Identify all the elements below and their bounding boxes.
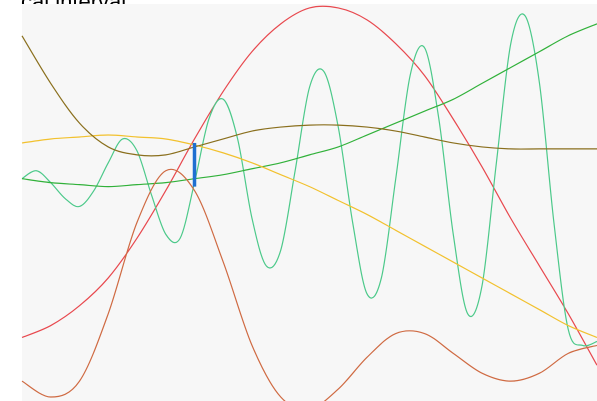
series-line-2 [21, 13, 597, 347]
series-line-3 [21, 23, 597, 188]
series-line-4 [21, 134, 597, 339]
series-line-5 [21, 35, 597, 157]
series-line-1 [21, 5, 597, 366]
series-line-6 [21, 168, 597, 401]
plot-background [22, 4, 597, 401]
series-layer [21, 5, 597, 401]
